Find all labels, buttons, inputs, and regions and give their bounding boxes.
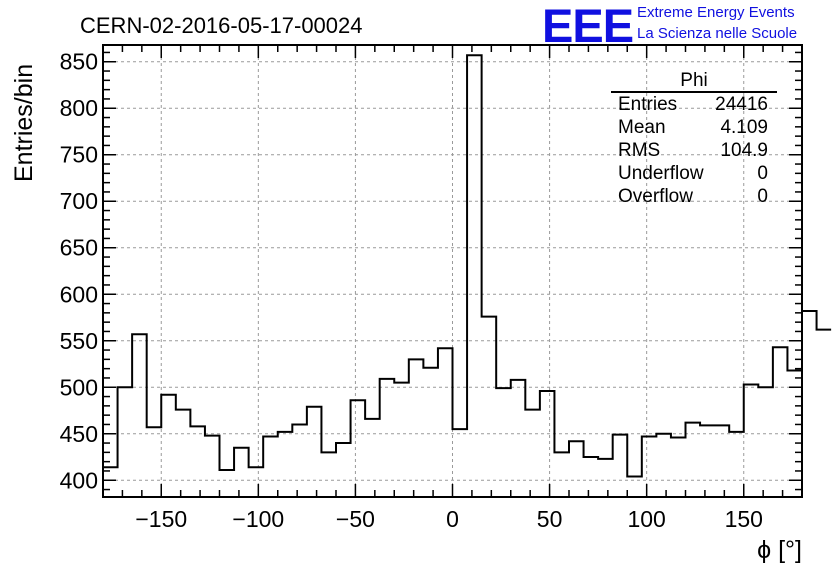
stats-value-entries: 24416 <box>715 94 768 115</box>
y-tick-label: 750 <box>60 142 98 168</box>
x-tick-label: −150 <box>135 506 187 532</box>
logo-caption-line1: Extreme Energy Events <box>637 4 795 21</box>
stats-value-mean: 4.109 <box>720 117 768 138</box>
stats-label-entries: Entries <box>618 94 677 115</box>
stats-label-mean: Mean <box>618 117 666 138</box>
stats-value-rms: 104.9 <box>720 140 768 161</box>
x-tick-label: 0 <box>446 506 459 532</box>
y-tick-label: 700 <box>60 188 98 214</box>
y-tick-label: 550 <box>60 328 98 354</box>
stats-box: Phi Entries 24416 Mean 4.109 RMS 104.9 U… <box>611 70 777 207</box>
eee-logo: EEE <box>542 0 633 52</box>
y-tick-label: 650 <box>60 235 98 261</box>
y-tick-label: 400 <box>60 467 98 493</box>
chart-title: CERN-02-2016-05-17-00024 <box>80 13 363 38</box>
stats-label-rms: RMS <box>618 140 660 161</box>
stats-label-overflow: Overflow <box>618 186 693 207</box>
stats-box-title: Phi <box>680 70 707 91</box>
logo-caption-line2: La Scienza nelle Scuole <box>637 25 797 42</box>
stats-label-underflow: Underflow <box>618 163 704 184</box>
y-axis: 400 450 500 550 600 650 700 750 800 850 <box>60 49 802 493</box>
x-tick-label: 100 <box>627 506 665 532</box>
x-tick-label: 50 <box>537 506 563 532</box>
x-axis-label: ϕ [°] <box>757 536 802 564</box>
y-axis-label: Entries/bin <box>10 64 38 182</box>
y-tick-label: 600 <box>60 281 98 307</box>
x-axis: −150 −100 −50 0 50 100 150 <box>102 45 803 532</box>
x-tick-label: 150 <box>725 506 763 532</box>
stats-value-underflow: 0 <box>757 163 768 184</box>
y-tick-label: 800 <box>60 95 98 121</box>
y-tick-label: 500 <box>60 374 98 400</box>
y-tick-label: 450 <box>60 421 98 447</box>
stats-value-overflow: 0 <box>757 186 768 207</box>
x-tick-label: −100 <box>232 506 284 532</box>
histogram-outline <box>103 54 832 478</box>
x-tick-label: −50 <box>336 506 375 532</box>
y-tick-label: 850 <box>60 49 98 75</box>
